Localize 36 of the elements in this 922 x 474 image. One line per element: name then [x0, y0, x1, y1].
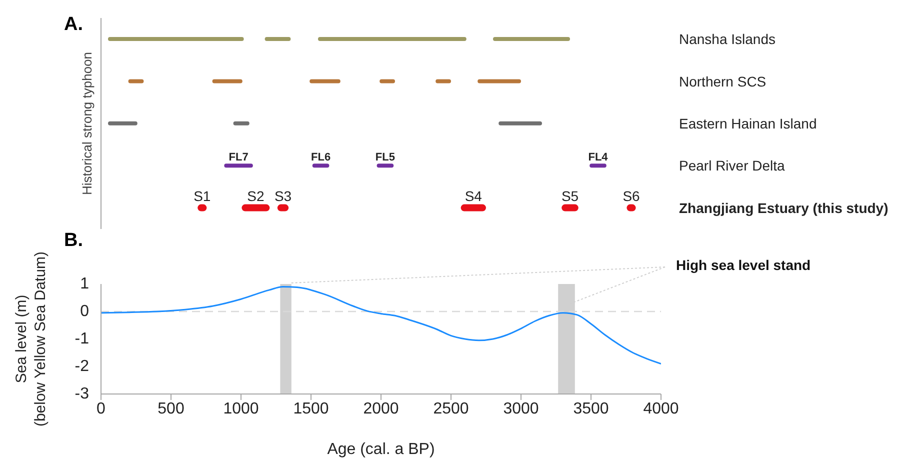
x-tick-label: 4000 [643, 400, 679, 418]
data-label: S1 [194, 188, 211, 204]
y-tick-label: Northern SCS [679, 73, 766, 90]
text: High sea level stand [676, 257, 811, 273]
data-label: S2 [247, 188, 264, 204]
x-tick-label: 500 [158, 400, 184, 418]
data-label: FL4 [588, 152, 609, 164]
x-axis-title: Age (cal. a BP) [327, 441, 435, 458]
y-axis-title: Sea level (m) (below Yellow Sea Datum) [13, 251, 49, 427]
y-tick-label: Nansha Islands [679, 31, 776, 48]
x-tick-label: 0 [96, 400, 106, 418]
y-tick-label: -3 [74, 386, 90, 402]
x-tick-label: 1500 [293, 400, 329, 418]
line-series [101, 286, 661, 364]
x-tick-label: 2500 [433, 400, 469, 418]
y-axis-title: Historical strong typhoon [80, 52, 95, 196]
data-label: FL7 [228, 152, 248, 164]
x-tick-label: 3500 [573, 400, 609, 418]
chart-title: B. [64, 230, 83, 252]
y-tick-label: -1 [74, 330, 90, 348]
y-tick-label: Zhangjiang Estuary (this study) [679, 200, 888, 216]
y-tick-label: Pearl River Delta [679, 158, 786, 174]
x-tick-label: 1000 [223, 400, 259, 418]
data-label: S3 [274, 188, 292, 204]
data-label: FL5 [375, 152, 395, 164]
y-tick-label: 1 [80, 276, 90, 292]
x-tick-label: 3000 [503, 400, 539, 418]
data-label: FL6 [311, 152, 331, 164]
data-label: S4 [464, 188, 482, 204]
data-label: S6 [622, 188, 640, 204]
y-tick-label: Eastern Hainan Island [679, 116, 817, 132]
data-label: S5 [561, 188, 579, 204]
chart-title: A. [64, 14, 83, 36]
x-tick-label: 2000 [363, 400, 399, 418]
y-tick-label: -2 [74, 358, 90, 375]
y-tick-label: 0 [80, 303, 90, 320]
